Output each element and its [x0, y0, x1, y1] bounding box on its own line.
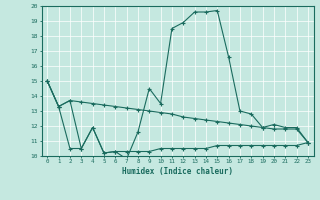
X-axis label: Humidex (Indice chaleur): Humidex (Indice chaleur): [122, 167, 233, 176]
